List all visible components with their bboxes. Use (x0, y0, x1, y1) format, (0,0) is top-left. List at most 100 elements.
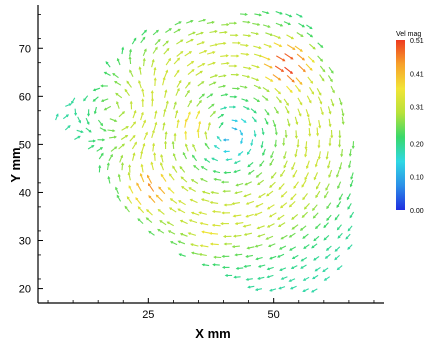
velocity-vector (140, 163, 144, 173)
velocity-vector (317, 151, 321, 160)
velocity-vector (162, 76, 166, 86)
velocity-vector (218, 74, 227, 78)
velocity-vector (242, 224, 252, 228)
velocity-vector (316, 127, 320, 137)
velocity-vector (302, 276, 310, 281)
velocity-vector (143, 131, 148, 140)
velocity-vector (74, 135, 81, 140)
velocity-vector (334, 214, 340, 221)
velocity-vector (244, 181, 252, 186)
velocity-vector (220, 61, 230, 65)
velocity-vector (220, 180, 229, 184)
velocity-vector (304, 141, 308, 150)
velocity-vector (336, 265, 343, 271)
velocity-vector (266, 190, 274, 197)
velocity-vector (304, 148, 308, 158)
velocity-vector (260, 141, 264, 149)
velocity-vector (158, 186, 166, 195)
velocity-vector (83, 95, 89, 102)
velocity-vector (230, 73, 240, 77)
velocity-vector (346, 193, 351, 201)
velocity-vector (297, 97, 303, 106)
velocity-vector (198, 18, 207, 23)
velocity-vector (268, 212, 277, 218)
velocity-vector (317, 55, 324, 62)
velocity-vector (224, 273, 233, 277)
velocity-vector (168, 173, 175, 181)
velocity-vector (239, 129, 243, 136)
velocity-vector (120, 134, 129, 140)
velocity-vector (184, 130, 188, 140)
velocity-vector (291, 213, 299, 220)
velocity-vector (340, 149, 344, 158)
velocity-vector (169, 241, 178, 246)
velocity-vector (280, 191, 288, 198)
velocity-vector (349, 180, 354, 188)
y-tick-label: 20 (19, 284, 31, 296)
velocity-vector (325, 183, 330, 191)
velocity-vector (137, 206, 145, 214)
velocity-vector (291, 254, 299, 259)
velocity-vector (151, 129, 155, 139)
velocity-vector (294, 45, 303, 52)
velocity-vector (177, 240, 186, 245)
velocity-vector (286, 85, 293, 94)
colorbar-ticks: 0.51 0.41 0.31 0.20 0.10 0.00 (410, 38, 424, 215)
velocity-vector (300, 257, 308, 262)
velocity-vector (251, 116, 257, 123)
velocity-vector (229, 95, 238, 99)
velocity-vector (199, 244, 209, 248)
velocity-vector (242, 34, 252, 38)
velocity-vector (312, 274, 319, 280)
velocity-vector (71, 97, 76, 105)
velocity-vector (135, 197, 142, 206)
velocity-vector (186, 19, 194, 24)
velocity-vector (218, 84, 227, 88)
velocity-vector (279, 267, 287, 272)
velocity-vector (310, 288, 318, 293)
velocity-vector (186, 111, 191, 121)
velocity-vector (65, 103, 72, 107)
velocity-vector (173, 101, 177, 110)
velocity-vector (312, 212, 319, 219)
velocity-vector (177, 208, 186, 214)
velocity-vector (266, 204, 275, 210)
velocity-vector (328, 118, 332, 128)
velocity-vector (240, 43, 249, 47)
velocity-vector (296, 53, 305, 61)
velocity-vector (176, 119, 180, 129)
velocity-vector (105, 61, 111, 68)
velocity-vector (347, 244, 353, 250)
velocity-vector (283, 98, 289, 106)
velocity-vector (336, 170, 340, 178)
velocity-vector (278, 286, 286, 290)
velocity-vector (323, 234, 330, 241)
velocity-vector (306, 24, 313, 30)
velocity-vector (193, 164, 200, 171)
velocity-vector (85, 117, 90, 125)
velocity-vector (140, 111, 144, 121)
velocity-vector (192, 143, 197, 152)
velocity-vector (110, 146, 118, 152)
velocity-vector (320, 106, 324, 116)
velocity-vector (330, 85, 335, 94)
velocity-vector (221, 23, 230, 27)
velocity-vector (296, 139, 300, 149)
velocity-vector (218, 121, 224, 129)
velocity-vector (257, 276, 265, 280)
velocity-vector (232, 87, 241, 91)
velocity-vector (269, 255, 277, 260)
velocity-vector (139, 173, 145, 183)
velocity-vector (265, 76, 274, 82)
velocity-vector (234, 253, 243, 257)
velocity-vector (184, 51, 193, 57)
velocity-vector (155, 194, 163, 202)
velocity-vector (262, 86, 270, 93)
velocity-vector (145, 217, 153, 224)
velocity-vector (270, 172, 277, 179)
velocity-vector (304, 172, 309, 181)
velocity-vector (325, 245, 332, 251)
velocity-vector (153, 121, 158, 131)
velocity-vector (234, 222, 244, 226)
velocity-vector (250, 139, 254, 147)
